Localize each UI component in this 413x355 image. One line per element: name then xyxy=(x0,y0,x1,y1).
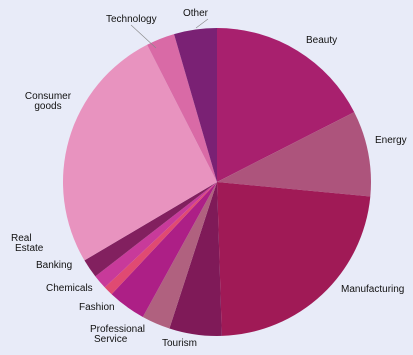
slice-label-energy: Energy xyxy=(375,135,407,146)
slice-label-fashion: Fashion xyxy=(79,302,115,313)
leader-lines xyxy=(130,18,209,49)
pie-slice-other xyxy=(174,28,217,182)
slice-label-chemicals: Chemicals xyxy=(46,283,93,294)
pie-slice-chemicals xyxy=(104,182,217,295)
slice-label-manufacturing: Manufacturing xyxy=(341,284,404,295)
slice-label-beauty: Beauty xyxy=(306,35,337,46)
leader-line-technology xyxy=(130,24,157,49)
pie-slice-tourism xyxy=(169,182,222,336)
pie-slice-fashion xyxy=(111,182,217,317)
slice-labels: Beauty Energy Manufacturing Tourism Professi… xyxy=(11,8,407,349)
pie-slices xyxy=(62,28,371,336)
pie-slice-consumer-goods xyxy=(62,44,217,261)
slice-label-consumer-goods: Consumer goods xyxy=(25,91,72,112)
pie-slice-real-estate xyxy=(84,182,217,277)
pie-slice-beauty xyxy=(217,28,355,182)
slice-label-other: Other xyxy=(183,8,209,19)
pie-slice-energy xyxy=(217,112,371,197)
leader-line-other xyxy=(195,18,209,29)
pie-slice-banking xyxy=(95,182,217,288)
pie-slice-manufacturing xyxy=(217,182,371,336)
slice-label-banking: Banking xyxy=(36,260,72,271)
slice-label-professional-service: Professional Service xyxy=(90,324,145,345)
pie-slice-professional-service xyxy=(142,182,217,329)
slice-label-technology: Technology xyxy=(106,14,157,25)
slice-label-tourism: Tourism xyxy=(162,338,197,349)
slice-label-real-estate: Real Estate xyxy=(11,233,44,254)
pie-slice-technology xyxy=(147,34,217,182)
